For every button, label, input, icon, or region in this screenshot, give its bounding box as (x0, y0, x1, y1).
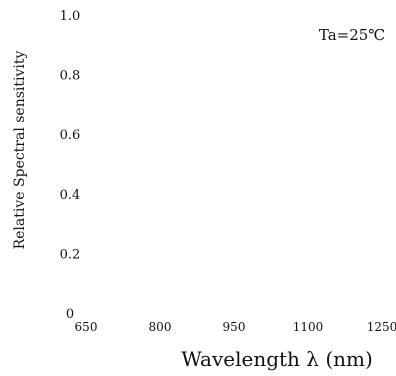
y-axis-ticks: 0 0.2 0.4 0.6 0.8 1.0 (60, 9, 81, 322)
y-tick-label: 0.4 (60, 188, 81, 203)
x-tick-label: 800 (149, 320, 172, 334)
y-tick-label: 1.0 (60, 9, 81, 24)
y-axis-label: Relative Spectral sensitivity (12, 50, 28, 249)
y-tick-label: 0.2 (60, 247, 81, 262)
x-tick-label: 650 (75, 320, 98, 334)
x-tick-label: 950 (223, 320, 246, 334)
x-tick-label: 1250 (367, 320, 396, 334)
temperature-annotation: Ta=25℃ (319, 26, 385, 44)
y-tick-label: 0 (66, 307, 74, 322)
y-tick-label: 0.8 (60, 69, 81, 84)
x-axis-label: Wavelength λ (nm) (181, 347, 373, 371)
x-tick-label: 1100 (293, 320, 324, 334)
x-axis-ticks: 650 800 950 1100 1250 (75, 320, 396, 334)
y-tick-label: 0.6 (60, 128, 81, 143)
